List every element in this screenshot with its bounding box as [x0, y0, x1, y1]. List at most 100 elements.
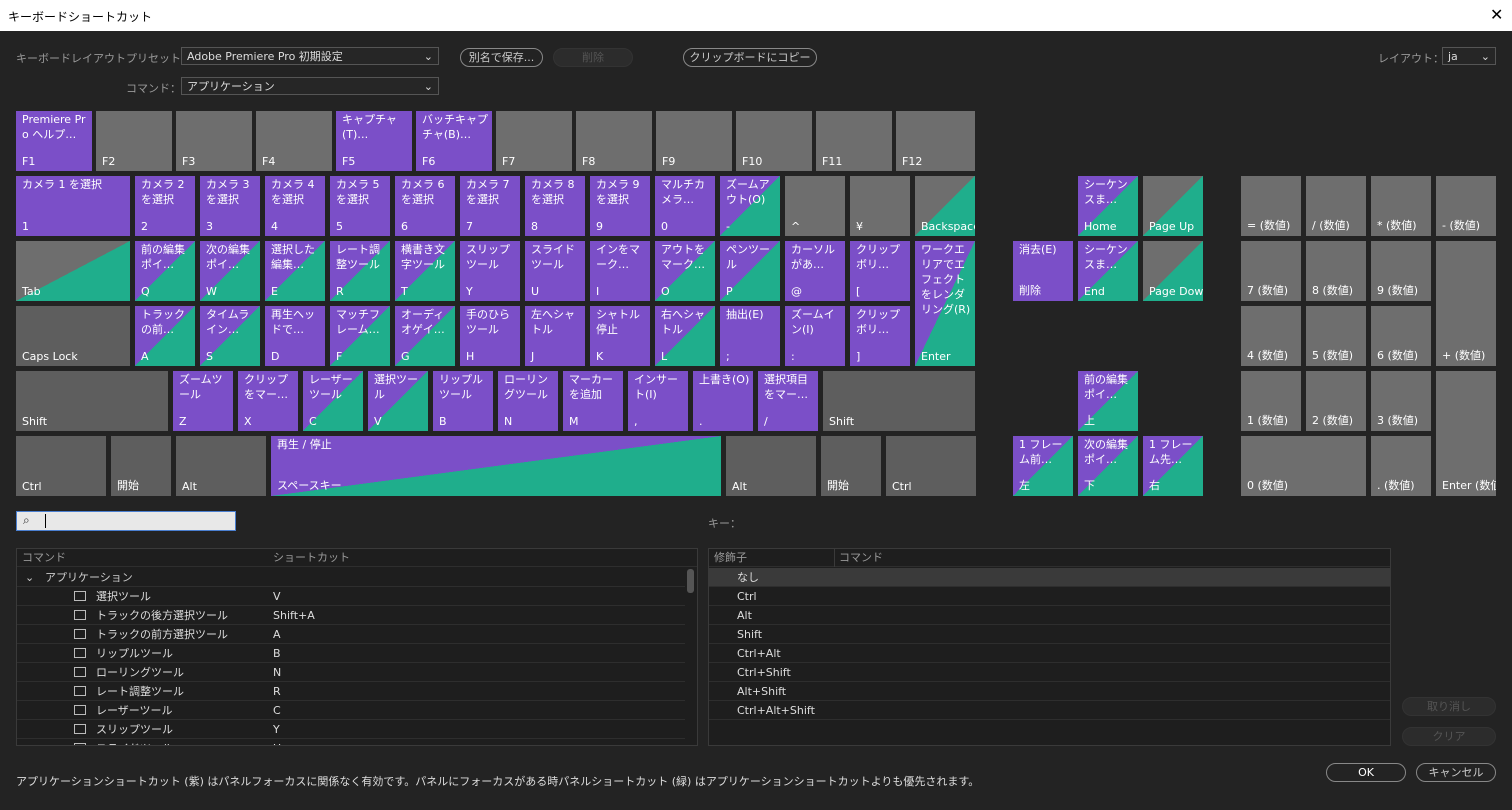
command-row[interactable]: スライドツール U — [17, 739, 685, 745]
key[interactable]: カーソルがあ… @ — [785, 241, 845, 301]
key[interactable]: Page Down — [1143, 241, 1203, 301]
key[interactable]: 選択ツール V — [368, 371, 428, 431]
key[interactable]: Caps Lock — [16, 306, 130, 366]
modifier-row[interactable]: Alt+Shift — [709, 682, 1390, 701]
key[interactable]: スリップツール Y — [460, 241, 520, 301]
save-as-button[interactable]: 別名で保存... — [460, 48, 543, 67]
key[interactable]: アウトをマーク… O — [655, 241, 715, 301]
key[interactable]: 横書き文字ツール T — [395, 241, 455, 301]
key[interactable]: 9 (数値) — [1371, 241, 1431, 301]
key[interactable]: + (数値) — [1436, 241, 1496, 366]
key[interactable]: クリップボリ…] — [850, 306, 910, 366]
key[interactable]: シーケンスま… End — [1078, 241, 1138, 301]
key[interactable]: 7 (数値) — [1241, 241, 1301, 301]
key[interactable]: . (数値) — [1371, 436, 1431, 496]
key[interactable]: リップルツール B — [433, 371, 493, 431]
key[interactable]: バッチキャプチャ(B)… F6 — [416, 111, 492, 171]
key[interactable]: オーディオゲイ… G — [395, 306, 455, 366]
command-row[interactable]: 選択ツール V — [17, 587, 685, 606]
key[interactable]: 次の編集ポイ… 下 — [1078, 436, 1138, 496]
ok-button[interactable]: OK — [1326, 763, 1406, 782]
key[interactable]: 5 (数値) — [1306, 306, 1366, 366]
key[interactable]: カメラ 3 を選択 3 — [200, 176, 260, 236]
key[interactable]: 選択した編集… E — [265, 241, 325, 301]
key[interactable]: 開始 — [821, 436, 881, 496]
key[interactable]: Enter (数値) — [1436, 371, 1496, 496]
key[interactable]: 手のひらツール H — [460, 306, 520, 366]
key[interactable]: / (数値) — [1306, 176, 1366, 236]
key[interactable]: カメラ 9 を選択 9 — [590, 176, 650, 236]
key[interactable]: マルチカメラ… 0 — [655, 176, 715, 236]
key[interactable]: F11 — [816, 111, 892, 171]
key[interactable]: F2 — [96, 111, 172, 171]
key[interactable]: インをマーク… I — [590, 241, 650, 301]
key[interactable]: Backspace — [915, 176, 975, 236]
key[interactable]: トラックの前… A — [135, 306, 195, 366]
key[interactable]: レーザーツール C — [303, 371, 363, 431]
key[interactable]: * (数値) — [1371, 176, 1431, 236]
key[interactable]: 消去(E) 削除 — [1013, 241, 1073, 301]
command-row[interactable]: スリップツール Y — [17, 720, 685, 739]
command-row[interactable]: レーザーツール C — [17, 701, 685, 720]
key[interactable]: 1 フレーム前… 左 — [1013, 436, 1073, 496]
key[interactable]: マッチフレーム… F — [330, 306, 390, 366]
key[interactable]: Ctrl — [886, 436, 976, 496]
command-row[interactable]: レート調整ツール R — [17, 682, 685, 701]
key[interactable]: 抽出(E); — [720, 306, 780, 366]
key[interactable]: ペンツール P — [720, 241, 780, 301]
modifier-row[interactable]: Alt — [709, 606, 1390, 625]
command-row[interactable]: リップルツール B — [17, 644, 685, 663]
key[interactable]: F12 — [896, 111, 975, 171]
key[interactable]: 8 (数値) — [1306, 241, 1366, 301]
key[interactable]: 次の編集ポイ… W — [200, 241, 260, 301]
modifier-row[interactable]: Ctrl — [709, 587, 1390, 606]
key[interactable]: Shift — [823, 371, 975, 431]
command-row[interactable]: トラックの後方選択ツール Shift+A — [17, 606, 685, 625]
command-row[interactable]: トラックの前方選択ツール A — [17, 625, 685, 644]
key[interactable]: Ctrl — [16, 436, 106, 496]
modifier-row[interactable]: Shift — [709, 625, 1390, 644]
key[interactable]: ワークエリアでエフェクトをレンダリング(R) Enter — [915, 241, 975, 366]
key[interactable]: 選択項目をマー… / — [758, 371, 818, 431]
modifier-row[interactable]: Ctrl+Alt+Shift — [709, 701, 1390, 720]
key[interactable]: 0 (数値) — [1241, 436, 1366, 496]
key[interactable]: カメラ 8 を選択 8 — [525, 176, 585, 236]
key[interactable]: F7 — [496, 111, 572, 171]
key[interactable]: レート調整ツール R — [330, 241, 390, 301]
search-box[interactable]: ⌕ — [16, 511, 236, 531]
key[interactable]: ズームツール Z — [173, 371, 233, 431]
key[interactable]: クリップボリ… [ — [850, 241, 910, 301]
key[interactable]: 再生ヘッドで… D — [265, 306, 325, 366]
key[interactable]: Tab — [16, 241, 130, 301]
key[interactable]: 4 (数値) — [1241, 306, 1301, 366]
cancel-button[interactable]: キャンセル — [1416, 763, 1496, 782]
key[interactable]: 1 (数値) — [1241, 371, 1301, 431]
key[interactable]: シャトル停止 K — [590, 306, 650, 366]
close-button[interactable]: ✕ — [1490, 5, 1504, 24]
key[interactable]: マーカーを追加 M — [563, 371, 623, 431]
key[interactable]: カメラ 6 を選択 6 — [395, 176, 455, 236]
key[interactable]: 1 フレーム先… 右 — [1143, 436, 1203, 496]
key[interactable]: インサート(I), — [628, 371, 688, 431]
key[interactable]: ローリングツール N — [498, 371, 558, 431]
key[interactable]: ¥ — [850, 176, 910, 236]
key[interactable]: 開始 — [111, 436, 171, 496]
key[interactable]: スライドツール U — [525, 241, 585, 301]
command-select[interactable]: アプリケーション ⌄ — [181, 77, 439, 95]
key[interactable]: F9 — [656, 111, 732, 171]
key[interactable]: 上書き(O). — [693, 371, 753, 431]
key[interactable]: 6 (数値) — [1371, 306, 1431, 366]
key[interactable]: 3 (数値) — [1371, 371, 1431, 431]
key[interactable]: Shift — [16, 371, 168, 431]
key[interactable]: 前の編集ポイ… Q — [135, 241, 195, 301]
key[interactable]: F4 — [256, 111, 332, 171]
key[interactable]: 左へシャトル J — [525, 306, 585, 366]
command-row[interactable]: ローリングツール N — [17, 663, 685, 682]
key[interactable]: カメラ 4 を選択 4 — [265, 176, 325, 236]
preset-select[interactable]: Adobe Premiere Pro 初期設定 ⌄ — [181, 47, 439, 65]
key[interactable]: ズームイン(I): — [785, 306, 845, 366]
key[interactable]: ズームアウト(O) - — [720, 176, 780, 236]
key[interactable]: カメラ 5 を選択 5 — [330, 176, 390, 236]
key[interactable]: F10 — [736, 111, 812, 171]
key[interactable]: = (数値) — [1241, 176, 1301, 236]
